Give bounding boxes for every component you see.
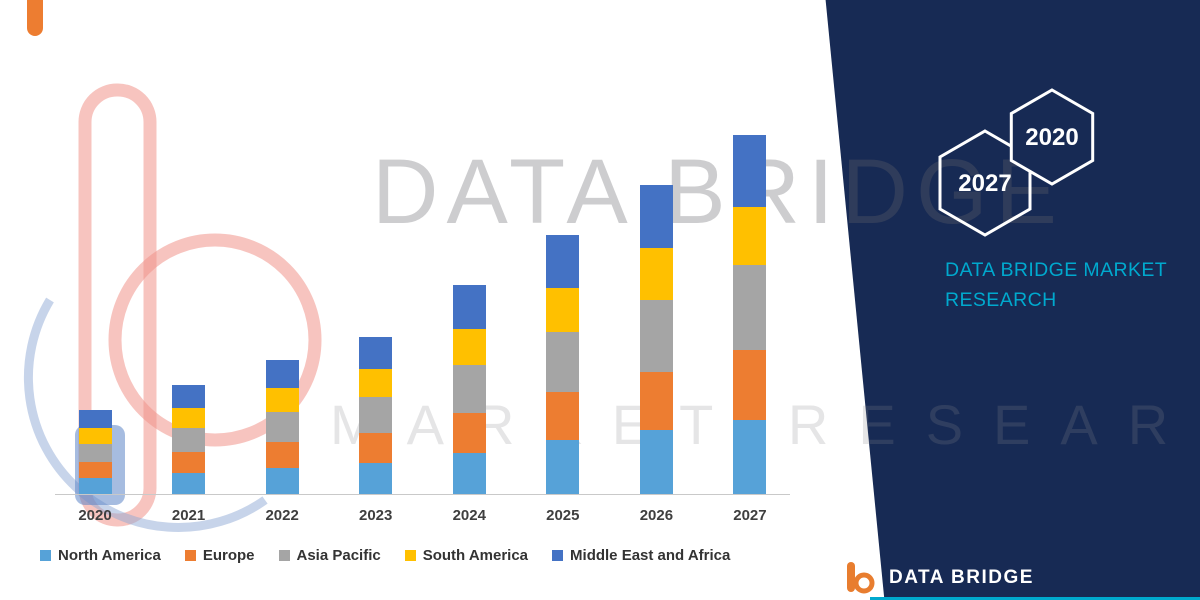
segment-2022-south-america (265, 388, 299, 412)
bar-2026 (626, 185, 686, 495)
segment-2024-middle-east-and-africa (452, 285, 486, 329)
segment-2020-europe (78, 462, 112, 478)
segment-2027-asia-pacific (733, 265, 767, 350)
legend-label: Middle East and Africa (570, 547, 731, 564)
x-axis-label-2024: 2024 (452, 507, 486, 524)
footer-logo: DATA BRIDGE (843, 560, 1034, 596)
segment-2024-europe (452, 413, 486, 453)
hexagon-2020-label: 2020 (1025, 124, 1078, 151)
legend-item-middle-east-and-africa: Middle East and Africa (552, 547, 730, 564)
segment-2026-middle-east-and-africa (639, 185, 673, 248)
legend-label: Asia Pacific (296, 547, 381, 564)
segment-2022-middle-east-and-africa (265, 360, 299, 388)
segment-2021-north-america (172, 473, 206, 495)
segment-2023-asia-pacific (359, 397, 393, 433)
segment-2025-north-america (546, 440, 580, 495)
x-axis-label-2022: 2022 (265, 507, 299, 524)
hexagon-2020 (1009, 88, 1095, 186)
legend-swatch-icon (404, 550, 416, 561)
legend-item-asia-pacific: Asia Pacific (278, 547, 381, 564)
segment-2025-europe (546, 392, 580, 440)
segment-2027-south-america (733, 207, 767, 265)
bar-2020 (65, 410, 125, 495)
segment-2021-south-america (172, 408, 206, 428)
legend-swatch-icon (184, 550, 196, 561)
bar-2025 (533, 235, 593, 495)
segment-2020-middle-east-and-africa (78, 410, 112, 428)
bar-2027 (720, 135, 780, 495)
segment-2027-europe (733, 350, 767, 420)
segment-2027-north-america (733, 420, 767, 495)
segment-2026-europe (639, 372, 673, 430)
segment-2024-north-america (452, 453, 486, 495)
tagline-line1: DATA BRIDGE MARKET (945, 259, 1168, 281)
chart-legend: North America Europe Asia Pacific South Ame… (40, 547, 730, 564)
bar-2021 (159, 385, 219, 495)
bars-area (55, 135, 790, 495)
segment-2020-north-america (78, 478, 112, 495)
legend-swatch-icon (278, 550, 290, 561)
legend-label: South America (422, 547, 529, 564)
segment-2023-north-america (359, 463, 393, 495)
legend-item-north-america: North America (40, 547, 161, 564)
legend-swatch-icon (552, 550, 564, 561)
segment-2024-south-america (452, 329, 486, 365)
x-axis-label-2027: 2027 (733, 507, 767, 524)
segment-2020-asia-pacific (78, 444, 112, 462)
segment-2021-middle-east-and-africa (172, 385, 206, 408)
corner-accent (27, 0, 43, 36)
segment-2022-north-america (265, 468, 299, 495)
segment-2026-south-america (639, 248, 673, 300)
bar-2024 (439, 285, 499, 495)
stacked-bar-chart: 2020 2021 2022 2023 2024 2025 2026 2027 North A… (40, 0, 790, 600)
brand-tagline: DATA BRIDGE MARKET RESEARCH (945, 255, 1167, 315)
x-axis-line (55, 494, 790, 495)
bar-2023 (346, 337, 406, 495)
segment-2024-asia-pacific (452, 365, 486, 413)
segment-2023-middle-east-and-africa (359, 337, 393, 369)
segment-2021-asia-pacific (172, 428, 206, 452)
legend-item-europe: Europe (184, 547, 255, 564)
segment-2023-europe (359, 433, 393, 463)
x-axis-label-2023: 2023 (359, 507, 393, 524)
footer-logo-text: DATA BRIDGE (889, 567, 1034, 588)
x-axis-labels: 2020 2021 2022 2023 2024 2025 2026 2027 (55, 507, 790, 524)
x-axis-label-2020: 2020 (78, 507, 112, 524)
segment-2025-middle-east-and-africa (546, 235, 580, 288)
segment-2026-asia-pacific (639, 300, 673, 372)
bar-2022 (252, 360, 312, 495)
hexagon-2027-label: 2027 (958, 170, 1011, 197)
segment-2022-asia-pacific (265, 412, 299, 442)
x-axis-label-2025: 2025 (546, 507, 580, 524)
legend-item-south-america: South America (404, 547, 529, 564)
segment-2022-europe (265, 442, 299, 468)
footer-logo-b-icon (847, 562, 875, 594)
tagline-line2: RESEARCH (945, 289, 1057, 311)
x-axis-label-2021: 2021 (171, 507, 206, 524)
segment-2027-middle-east-and-africa (733, 135, 767, 207)
segment-2025-south-america (546, 288, 580, 332)
x-axis-label-2026: 2026 (639, 507, 674, 524)
segment-2026-north-america (639, 430, 673, 495)
bottom-accent-line (870, 597, 1200, 600)
segment-2020-south-america (78, 428, 112, 444)
segment-2021-europe (172, 452, 206, 473)
legend-swatch-icon (40, 550, 51, 561)
hexagon-badges: 2027 2020 (938, 88, 1095, 237)
legend-label: North America (58, 547, 161, 564)
segment-2025-asia-pacific (546, 332, 580, 392)
segment-2023-south-america (359, 369, 393, 397)
legend-label: Europe (202, 547, 255, 564)
